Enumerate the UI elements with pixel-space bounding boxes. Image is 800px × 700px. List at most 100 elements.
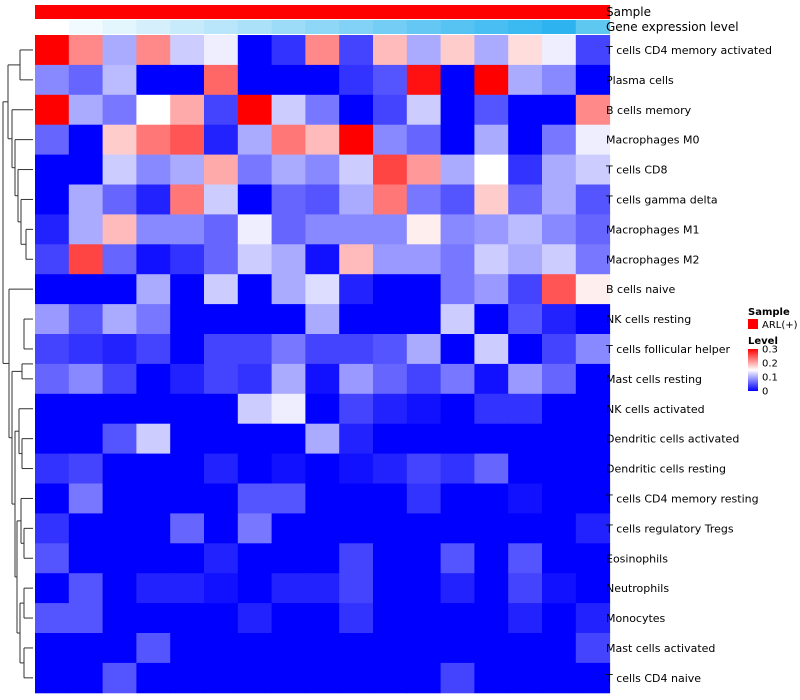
heatmap-cell bbox=[373, 304, 408, 335]
heatmap-cell bbox=[575, 363, 611, 395]
heatmap-cell bbox=[339, 543, 374, 574]
heatmap-cell bbox=[474, 274, 509, 305]
heatmap-cell bbox=[35, 35, 70, 66]
heatmap-cell bbox=[474, 214, 509, 245]
heatmap-cell bbox=[339, 124, 374, 156]
heatmap-cell bbox=[305, 513, 340, 544]
heatmap-cell bbox=[373, 124, 408, 156]
heatmap-cell bbox=[170, 423, 205, 455]
heatmap-cell bbox=[542, 603, 577, 634]
heatmap-cell bbox=[440, 334, 475, 365]
expression-annotation-cell bbox=[339, 20, 374, 34]
sample-annotation-cell bbox=[136, 5, 171, 19]
heatmap-cell bbox=[102, 363, 137, 395]
legend-sample-label: ARL(+) bbox=[762, 320, 798, 331]
heatmap-cell bbox=[406, 453, 442, 484]
heatmap-cell bbox=[237, 94, 273, 126]
heatmap-cell bbox=[237, 543, 273, 574]
heatmap-cell bbox=[542, 363, 577, 395]
heatmap-cell bbox=[271, 662, 306, 694]
sample-annotation-cell bbox=[542, 5, 577, 19]
row-label: B cells memory bbox=[606, 104, 692, 117]
heatmap-cell bbox=[542, 154, 577, 185]
heatmap-cell bbox=[440, 363, 475, 395]
heatmap-cell bbox=[35, 453, 70, 484]
heatmap-cell bbox=[136, 274, 171, 305]
heatmap-cell bbox=[339, 453, 374, 484]
heatmap-cell bbox=[440, 154, 475, 185]
heatmap-cell bbox=[170, 304, 205, 335]
heatmap-cell bbox=[68, 423, 104, 455]
heatmap-cell bbox=[35, 573, 70, 604]
heatmap-cell bbox=[68, 543, 104, 574]
sample-annotation-cell bbox=[170, 5, 205, 19]
heatmap-cell bbox=[204, 94, 239, 126]
heatmap-cell bbox=[68, 603, 104, 634]
row-label: NK cells activated bbox=[606, 403, 705, 416]
heatmap-cell bbox=[170, 483, 205, 514]
heatmap-cell bbox=[406, 244, 442, 275]
heatmap-cell bbox=[237, 513, 273, 544]
heatmap-cell bbox=[305, 184, 340, 215]
heatmap-cell bbox=[35, 423, 70, 455]
heatmap-cell bbox=[406, 573, 442, 604]
heatmap-cell bbox=[271, 35, 306, 66]
heatmap-cell bbox=[68, 244, 104, 275]
sample-annotation-cell bbox=[339, 5, 374, 19]
heatmap-cell bbox=[542, 94, 577, 126]
row-label: Monocytes bbox=[606, 612, 666, 625]
heatmap-cell bbox=[170, 513, 205, 544]
heatmap-cell bbox=[237, 603, 273, 634]
heatmap-cell bbox=[542, 513, 577, 544]
heatmap-cell bbox=[68, 393, 104, 425]
heatmap-cell bbox=[440, 244, 475, 275]
heatmap-cell bbox=[474, 304, 509, 335]
row-label: T cells CD4 naive bbox=[605, 672, 701, 685]
heatmap-cell bbox=[204, 154, 239, 185]
heatmap-cell bbox=[35, 274, 70, 305]
heatmap-cell bbox=[508, 184, 543, 215]
heatmap-cell bbox=[204, 124, 239, 156]
heatmap-cell bbox=[305, 573, 340, 604]
heatmap-cell bbox=[440, 393, 475, 425]
heatmap-cell bbox=[406, 603, 442, 634]
heatmap-cell bbox=[542, 393, 577, 425]
heatmap-cell bbox=[305, 363, 340, 395]
heatmap-cell bbox=[474, 35, 509, 66]
heatmap-cell bbox=[406, 393, 442, 425]
heatmap-cell bbox=[406, 543, 442, 574]
heatmap-cell bbox=[68, 35, 104, 66]
heatmap-cell bbox=[136, 633, 171, 664]
heatmap-cell bbox=[406, 304, 442, 335]
heatmap-cell bbox=[474, 64, 509, 96]
heatmap-cell bbox=[305, 124, 340, 156]
heatmap-cell bbox=[170, 453, 205, 484]
expression-annotation-cell bbox=[102, 20, 137, 34]
heatmap-cell bbox=[305, 154, 340, 185]
heatmap-cell bbox=[575, 603, 611, 634]
heatmap-cell bbox=[542, 483, 577, 514]
heatmap-cell bbox=[35, 184, 70, 215]
heatmap-cell bbox=[575, 214, 611, 245]
heatmap-cell bbox=[170, 363, 205, 395]
heatmap-cell bbox=[136, 662, 171, 694]
heatmap-cell bbox=[271, 274, 306, 305]
heatmap-cell bbox=[136, 453, 171, 484]
heatmap-cell bbox=[170, 662, 205, 694]
expression-annotation-cell bbox=[136, 20, 171, 34]
heatmap-cell bbox=[440, 543, 475, 574]
heatmap-cell bbox=[508, 244, 543, 275]
heatmap-cell bbox=[474, 94, 509, 126]
heatmap-cell bbox=[271, 633, 306, 664]
heatmap-cell bbox=[575, 184, 611, 215]
heatmap-cell bbox=[440, 423, 475, 455]
heatmap-cell bbox=[204, 393, 239, 425]
heatmap-cell bbox=[170, 214, 205, 245]
heatmap-cell bbox=[102, 154, 137, 185]
heatmap-cell bbox=[204, 483, 239, 514]
heatmap-cell bbox=[508, 603, 543, 634]
heatmap-cell bbox=[102, 633, 137, 664]
heatmap-cell bbox=[406, 633, 442, 664]
heatmap-cell bbox=[508, 35, 543, 66]
